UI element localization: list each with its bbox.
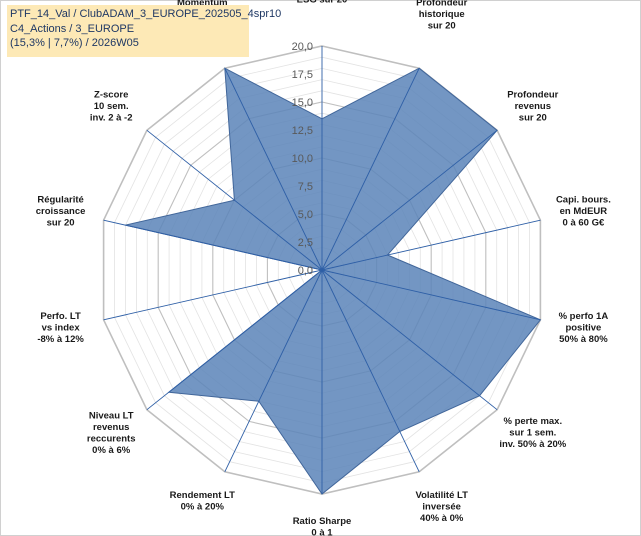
axis-label: Perfo. LT: [40, 311, 81, 322]
axis-label: Z-score: [94, 89, 128, 100]
axis-spoke: [321, 269, 541, 321]
axis-label: % perte max.: [503, 416, 562, 427]
axis-label: Volatilité LT: [415, 490, 468, 501]
axis-label: Niveau LT: [89, 410, 134, 421]
axis-spoke: [321, 269, 498, 411]
axis-label: 10 sem.: [94, 101, 129, 112]
axis-label: ESG sur 20: [297, 0, 348, 6]
tick-label: 5,0: [298, 209, 313, 221]
axis-spoke: [321, 68, 420, 271]
axis-label: Régularité: [37, 194, 83, 205]
axis-label: inversée: [422, 502, 461, 513]
axis-label: Profondeur: [416, 0, 467, 8]
axis-label: sur 1 sem.: [509, 428, 556, 439]
axis-label: Momentum: [177, 0, 228, 8]
axis-spoke: [103, 219, 323, 271]
axis-label: inv. 50% à 20%: [499, 439, 566, 450]
axis-label: croissance: [36, 206, 86, 217]
tick-label: 10,0: [292, 153, 313, 165]
chart-title-box: PTF_14_Val / ClubADAM_3_EUROPE_202505_4s…: [7, 5, 282, 57]
axis-label: sur 20: [428, 20, 456, 31]
axis-label: en MdEUR: [560, 206, 608, 217]
axis-spoke: [321, 219, 541, 271]
tick-label: 20,0: [292, 41, 313, 53]
axis-label: revenus: [93, 422, 129, 433]
axis-label: 50% à 80%: [559, 334, 608, 345]
title-line-2: C4_Actions / 3_EUROPE: [10, 22, 135, 35]
axis-spoke: [224, 68, 323, 271]
axis-label: Ratio Sharpe: [293, 516, 352, 527]
axis-label: sur 20: [519, 112, 547, 123]
axis-label: 40% à 0%: [420, 513, 464, 524]
tick-label: 7,5: [298, 181, 313, 193]
title-line-1: PTF_14_Val / ClubADAM_3_EUROPE_202505_4s…: [10, 8, 282, 20]
tick-label: 12,5: [292, 125, 313, 137]
axis-label: 0 à 60 G€: [563, 217, 605, 228]
axis-spoke: [224, 269, 323, 472]
axis-label: reccurents: [87, 433, 136, 444]
axis-spoke: [146, 129, 323, 271]
axis-label: 0% à 20%: [181, 502, 225, 513]
series-area: [125, 67, 542, 495]
tick-label: 17,5: [292, 69, 313, 81]
axis-label: vs index: [42, 323, 81, 334]
axis-spoke: [146, 269, 323, 411]
axis-label: 0% à 6%: [92, 445, 131, 456]
axis-label: Capi. bours.: [556, 194, 611, 205]
axis-label: sur 20: [47, 217, 75, 228]
axis-label: revenus: [515, 101, 551, 112]
tick-label: 15,0: [292, 97, 313, 109]
tick-label: 0,0: [298, 265, 313, 277]
axis-label: inv. 2 à -2: [90, 112, 133, 123]
axis-label: 0 à 1: [311, 528, 333, 536]
axis-label: positive: [565, 323, 601, 334]
axis-label: Rendement LT: [170, 490, 235, 501]
title-line-3: (15,3% | 7,7%) / 2026W05: [10, 37, 139, 49]
axis-label: historique: [419, 9, 465, 20]
axis-spoke: [321, 129, 498, 271]
axis-label: % perfo 1A: [559, 311, 609, 322]
axis-spoke: [103, 269, 323, 321]
axis-label: Profondeur: [507, 89, 558, 100]
axis-spoke: [321, 269, 420, 472]
tick-label: 2,5: [298, 237, 313, 249]
axis-label: -8% à 12%: [37, 334, 84, 345]
